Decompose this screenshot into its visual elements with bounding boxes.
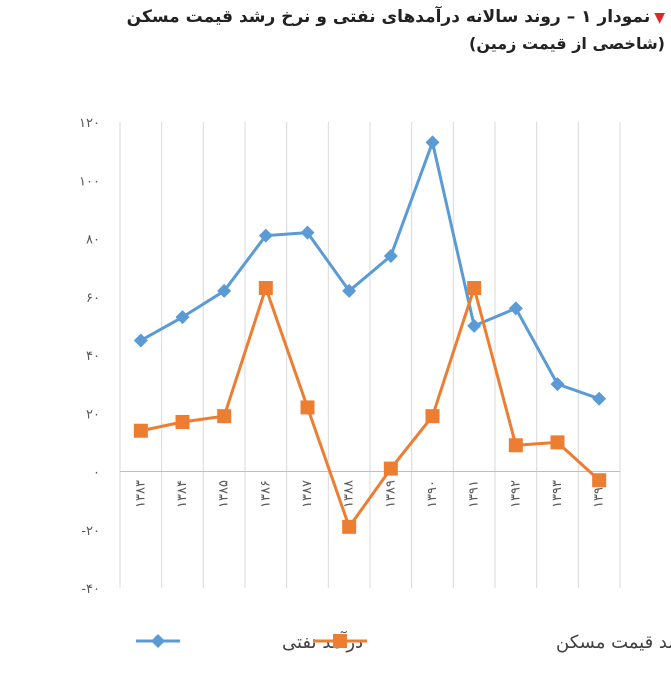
- data-point-diamond: [425, 135, 440, 150]
- x-tick-label: ۱۳۹۲: [508, 480, 523, 508]
- legend-diamond-icon: [151, 634, 165, 648]
- data-point-square: [133, 423, 148, 438]
- x-tick-label: ۱۳۹۳: [550, 480, 565, 508]
- x-tick-label: ۱۳۸۴: [175, 480, 190, 508]
- data-point-diamond: [300, 225, 315, 240]
- chart-title-text: نمودار ۱ – روند سالانه درآمدهای نفتی و ن…: [126, 7, 651, 27]
- data-point-diamond: [467, 318, 482, 333]
- y-tick-label: ۸۰: [86, 233, 100, 248]
- data-point-square: [217, 409, 232, 424]
- data-point-diamond: [550, 377, 565, 392]
- x-tick-label: ۱۳۹۱: [467, 480, 482, 508]
- y-tick-label: ۶۰: [86, 291, 100, 306]
- y-tick-label: -۴۰: [81, 582, 100, 597]
- chart-gridlines: [119, 122, 621, 588]
- y-tick-label: ۱۰۰: [79, 174, 100, 189]
- x-tick-label: ۱۳۹۰: [425, 480, 440, 508]
- data-point-square: [383, 461, 398, 476]
- x-tick-label: ۱۳۸۳: [133, 480, 148, 508]
- y-tick-label: ۴۰: [86, 349, 100, 364]
- y-tick-label: ۰: [93, 466, 100, 481]
- y-axis-ticks: ۱۲۰ ۱۰۰ ۸۰ ۶۰ ۴۰ ۲۰ ۰ -۲۰ -۴۰: [79, 116, 100, 597]
- data-point-square: [425, 409, 440, 424]
- x-tick-label: ۱۳۸۹: [383, 480, 398, 508]
- data-point-square: [592, 473, 607, 488]
- data-point-diamond: [383, 248, 398, 263]
- y-tick-label: ۱۲۰: [79, 116, 100, 131]
- chart-series: [133, 135, 607, 534]
- triangle-marker-icon: ▼: [654, 10, 665, 26]
- data-point-square: [508, 438, 523, 453]
- data-point-square: [258, 281, 273, 296]
- chart-title: ▼نمودار ۱ – روند سالانه درآمدهای نفتی و …: [15, 4, 665, 32]
- x-tick-label: ۱۳۸۵: [217, 480, 232, 508]
- data-point-square: [175, 414, 190, 429]
- data-point-diamond: [592, 391, 607, 406]
- data-point-square: [342, 519, 357, 534]
- data-point-diamond: [258, 228, 273, 243]
- legend-label-housing: نرخ رشد قیمت مسکن: [556, 632, 671, 653]
- x-tick-label: ۱۳۸۸: [342, 480, 357, 508]
- chart-title-block: ▼نمودار ۱ – روند سالانه درآمدهای نفتی و …: [15, 4, 665, 56]
- data-point-diamond: [133, 333, 148, 348]
- data-point-square: [300, 400, 315, 415]
- data-point-diamond: [175, 310, 190, 325]
- data-point-diamond: [342, 283, 357, 298]
- data-point-diamond: [217, 283, 232, 298]
- x-tick-label: ۱۳۸۶: [258, 480, 273, 508]
- legend-square-icon: [333, 634, 347, 648]
- y-tick-label: ۲۰: [86, 407, 100, 422]
- y-tick-label: -۲۰: [81, 524, 100, 539]
- chart-legend: درآمد نفتینرخ رشد قیمت مسکن: [136, 630, 671, 653]
- chart-subtitle: (شاخصی از قیمت زمین): [469, 34, 665, 53]
- series-line: [140, 140, 600, 401]
- data-point-square: [467, 281, 482, 296]
- data-point-diamond: [508, 301, 523, 316]
- x-tick-label: ۱۳۸۷: [300, 480, 315, 508]
- data-point-square: [550, 435, 565, 450]
